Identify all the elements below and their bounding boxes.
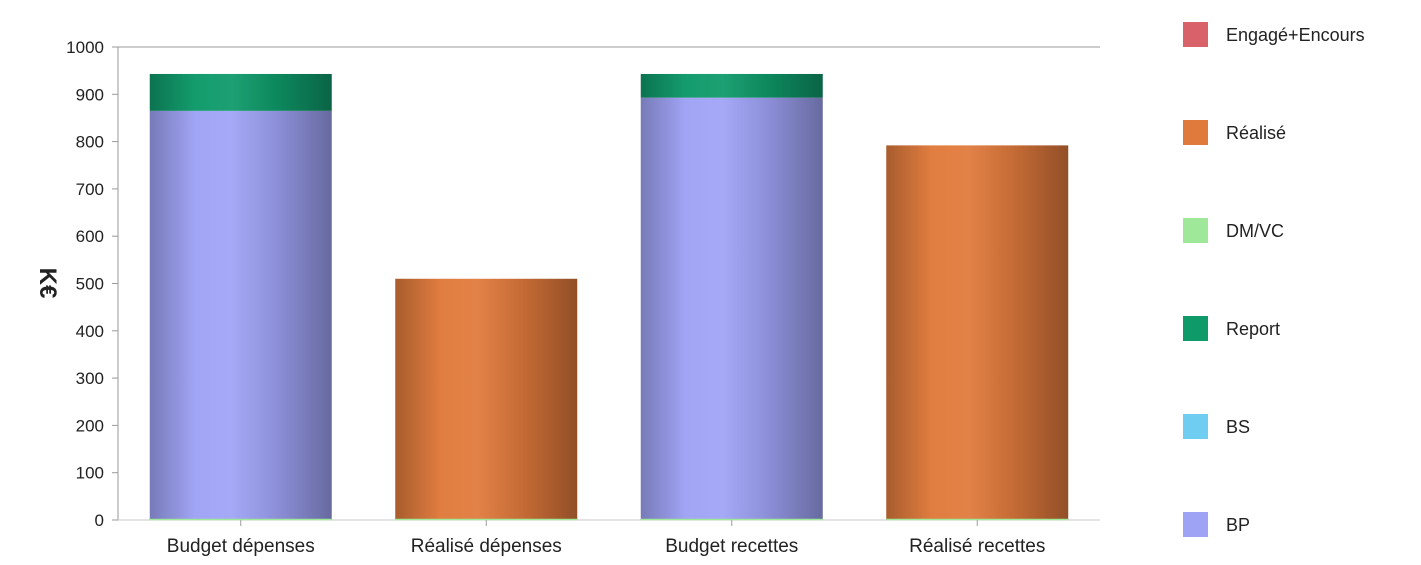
legend-label: DM/VC xyxy=(1226,221,1284,241)
y-tick-label: 700 xyxy=(76,180,104,199)
bars xyxy=(149,73,1069,521)
bar-budget-recettes-bp xyxy=(640,97,823,521)
y-tick-label: 1000 xyxy=(66,38,104,57)
y-tick-label: 300 xyxy=(76,369,104,388)
legend-swatch xyxy=(1183,218,1208,243)
legend-label: BS xyxy=(1226,417,1250,437)
x-tick-label-realise-depenses: Réalisé dépenses xyxy=(411,536,562,557)
y-tick-label: 600 xyxy=(76,227,104,246)
axes: 0 100 200 300 400 500 600 700 800 900 1000 K€ Budget… xyxy=(34,38,1100,557)
legend-swatch xyxy=(1183,22,1208,47)
legend: Engagé+Encours Réalisé DM/VC Report BS BP xyxy=(1183,22,1365,537)
x-tick-label-budget-recettes: Budget recettes xyxy=(665,536,798,557)
y-tick-label: 900 xyxy=(76,85,104,104)
legend-label: Engagé+Encours xyxy=(1226,25,1365,45)
y-tick-label: 800 xyxy=(76,133,104,152)
legend-swatch xyxy=(1183,414,1208,439)
legend-swatch xyxy=(1183,120,1208,145)
y-tick-label: 500 xyxy=(76,275,104,294)
legend-item-realise: Réalisé xyxy=(1183,120,1286,145)
x-tick-label-budget-depenses: Budget dépenses xyxy=(167,536,315,557)
y-tick-label: 100 xyxy=(76,464,104,483)
y-tick-label: 200 xyxy=(76,416,104,435)
bar-budget-depenses-bp xyxy=(149,110,332,520)
legend-item-bs: BS xyxy=(1183,414,1250,439)
legend-label: Réalisé xyxy=(1226,123,1286,143)
legend-item-engage-encours: Engagé+Encours xyxy=(1183,22,1365,47)
legend-swatch xyxy=(1183,316,1208,341)
bar-budget-depenses-report xyxy=(149,73,332,111)
y-tick-label: 0 xyxy=(95,511,104,530)
legend-label: BP xyxy=(1226,515,1250,535)
legend-item-bp: BP xyxy=(1183,512,1250,537)
bar-realise-depenses-realise xyxy=(395,278,578,520)
bar-budget-recettes-report xyxy=(640,73,823,98)
legend-swatch xyxy=(1183,512,1208,537)
legend-item-report: Report xyxy=(1183,316,1280,341)
bar-realise-recettes-realise xyxy=(886,145,1069,520)
legend-label: Report xyxy=(1226,319,1280,339)
y-axis-label: K€ xyxy=(34,268,61,299)
x-tick-label-realise-recettes: Réalisé recettes xyxy=(909,536,1045,557)
y-tick-label: 400 xyxy=(76,322,104,341)
legend-item-dm-vc: DM/VC xyxy=(1183,218,1284,243)
